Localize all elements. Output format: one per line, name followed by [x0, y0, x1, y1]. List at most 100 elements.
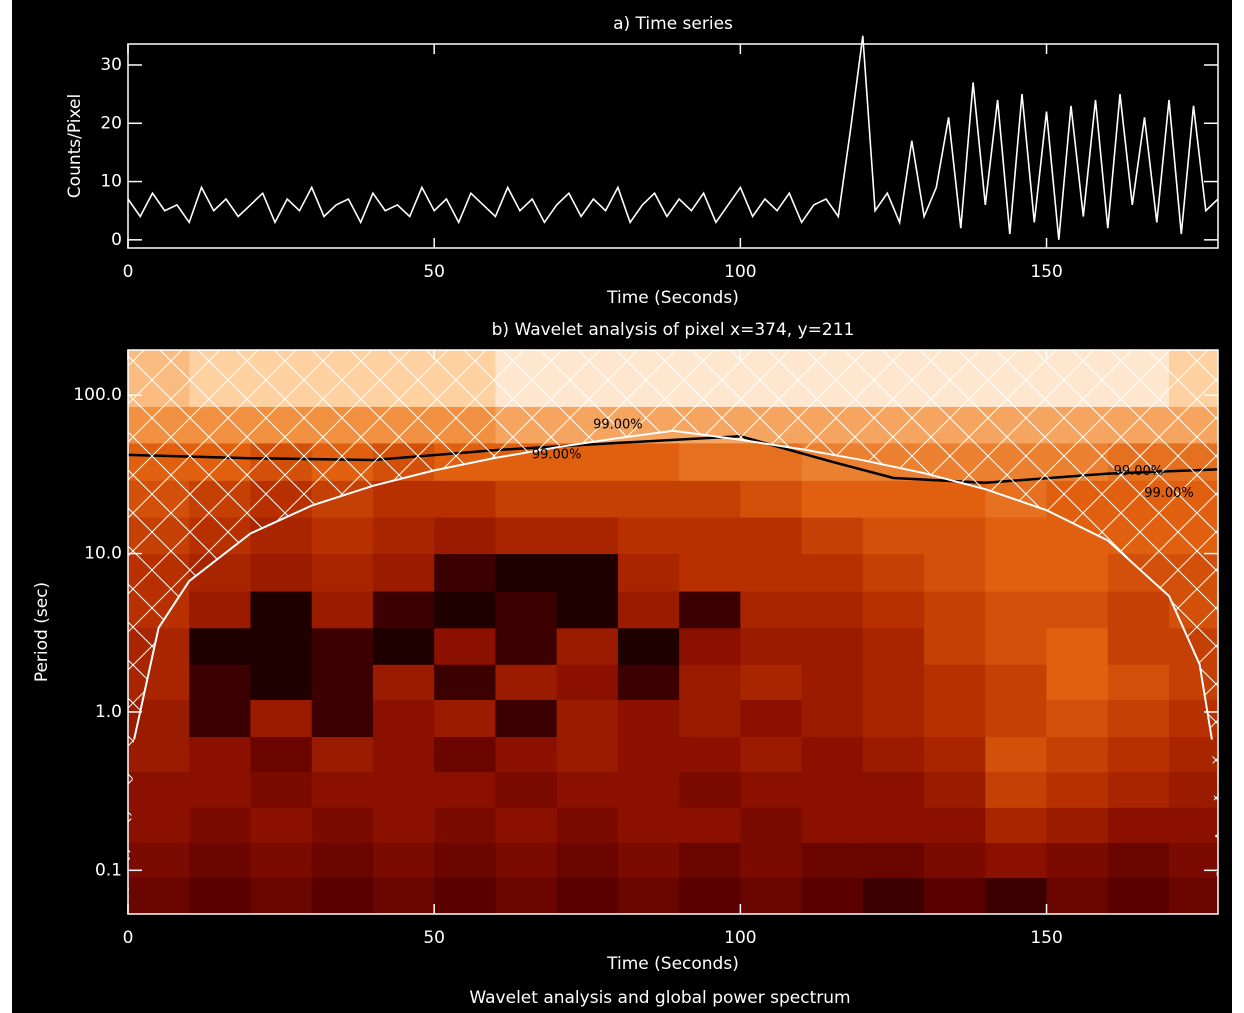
heatmap-cell [495, 480, 558, 518]
contour-label: 99.00% [532, 447, 582, 462]
heatmap-cell [495, 699, 558, 737]
y-axis-label: Counts/Pixel [65, 94, 85, 198]
heatmap-cell [862, 553, 925, 592]
heatmap-cell [740, 736, 803, 773]
heatmap-cell [372, 699, 435, 737]
heatmap-cell [801, 842, 864, 879]
heatmap-cell [679, 699, 741, 737]
heatmap-cell [189, 591, 251, 629]
heatmap-cell [434, 807, 496, 843]
heatmap-cell [924, 699, 986, 737]
heatmap-cell [372, 627, 435, 665]
heatmap-cell [495, 591, 558, 629]
heatmap-cell [189, 842, 251, 879]
heatmap-cell [924, 517, 986, 555]
heatmap-cell [679, 807, 741, 843]
heatmap-cell [985, 627, 1048, 665]
heatmap-cell [1107, 842, 1170, 879]
heatmap-cell [311, 664, 374, 700]
contour-label: 99.00% [593, 417, 643, 432]
heatmap-cell [924, 807, 986, 843]
heatmap-cell [740, 517, 803, 555]
heatmap-cell [740, 699, 803, 737]
heatmap-cell [495, 664, 558, 700]
heatmap-cell [250, 736, 313, 773]
heatmap-cell [801, 699, 864, 737]
heatmap-cell [250, 553, 313, 592]
heatmap-cell [556, 627, 619, 665]
heatmap-cell [862, 771, 925, 808]
heatmap-cell [556, 664, 619, 700]
heatmap-cell [434, 591, 496, 629]
heatmap-cell [679, 842, 741, 879]
heatmap-cell [740, 771, 803, 808]
heatmap-cell [250, 627, 313, 665]
heatmap-cell [128, 807, 190, 843]
x-tick-label: 50 [423, 262, 445, 282]
heatmap-cell [985, 842, 1048, 879]
heatmap-cell [985, 736, 1048, 773]
heatmap-cell [617, 627, 680, 665]
heatmap-cell [801, 877, 864, 914]
heatmap-cell [862, 517, 925, 555]
y-tick-label: 1.0 [95, 702, 122, 722]
contour-label: 99.00% [1144, 486, 1194, 501]
heatmap-cell [372, 553, 435, 592]
heatmap-cell [617, 664, 680, 700]
heatmap-cell [434, 480, 496, 518]
heatmap-cell [372, 736, 435, 773]
heatmap-cell [556, 877, 619, 914]
heatmap-cell [740, 627, 803, 665]
heatmap-cell [1046, 627, 1109, 665]
heatmap-cell [740, 664, 803, 700]
heatmap-cell [495, 877, 558, 914]
heatmap-cell [434, 771, 496, 808]
heatmap-cell [862, 842, 925, 879]
heatmap-cell [617, 553, 680, 592]
heatmap-cell [189, 807, 251, 843]
heatmap-cell [128, 877, 190, 914]
heatmap-cell [372, 807, 435, 843]
heatmap-cell [1046, 736, 1109, 773]
heatmap-cell [1046, 877, 1109, 914]
heatmap-cell [740, 591, 803, 629]
heatmap-cell [434, 842, 496, 879]
heatmap-cell [862, 480, 925, 518]
heatmap-cell [924, 553, 986, 592]
heatmap-cell [250, 699, 313, 737]
heatmap-cell [617, 842, 680, 879]
heatmap-cell [311, 771, 374, 808]
heatmap-cell [1046, 807, 1109, 843]
heatmap-cell [862, 664, 925, 700]
heatmap-cell [1046, 664, 1109, 700]
y-tick-label: 30 [100, 55, 122, 75]
time-series-line [127, 35, 1219, 240]
x-tick-label: 100 [724, 262, 756, 282]
y-axis-label: Period (sec) [32, 582, 52, 682]
heatmap-cell [985, 553, 1048, 592]
heatmap-cell [434, 736, 496, 773]
heatmap-cell [250, 591, 313, 629]
heatmap-cell [924, 664, 986, 700]
heatmap-cell [495, 807, 558, 843]
heatmap-cell [434, 553, 496, 592]
heatmap-cell [617, 807, 680, 843]
heatmap-cell [128, 842, 190, 879]
heatmap-cell [679, 877, 741, 914]
heatmap-cell [556, 699, 619, 737]
panel-title: b) Wavelet analysis of pixel x=374, y=21… [492, 320, 855, 340]
heatmap-cell [495, 842, 558, 879]
heatmap-cell [801, 627, 864, 665]
heatmap-cell [679, 627, 741, 665]
heatmap-cell [985, 807, 1048, 843]
heatmap-cell [924, 627, 986, 665]
y-tick-label: 10 [100, 172, 122, 192]
heatmap-cell [617, 480, 680, 518]
heatmap-cell [434, 517, 496, 555]
heatmap-cell [740, 442, 803, 481]
heatmap-cell [679, 517, 741, 555]
heatmap-cell [434, 627, 496, 665]
heatmap-cell [311, 591, 374, 629]
y-tick-label: 20 [100, 113, 122, 133]
heatmap-cell [556, 517, 619, 555]
